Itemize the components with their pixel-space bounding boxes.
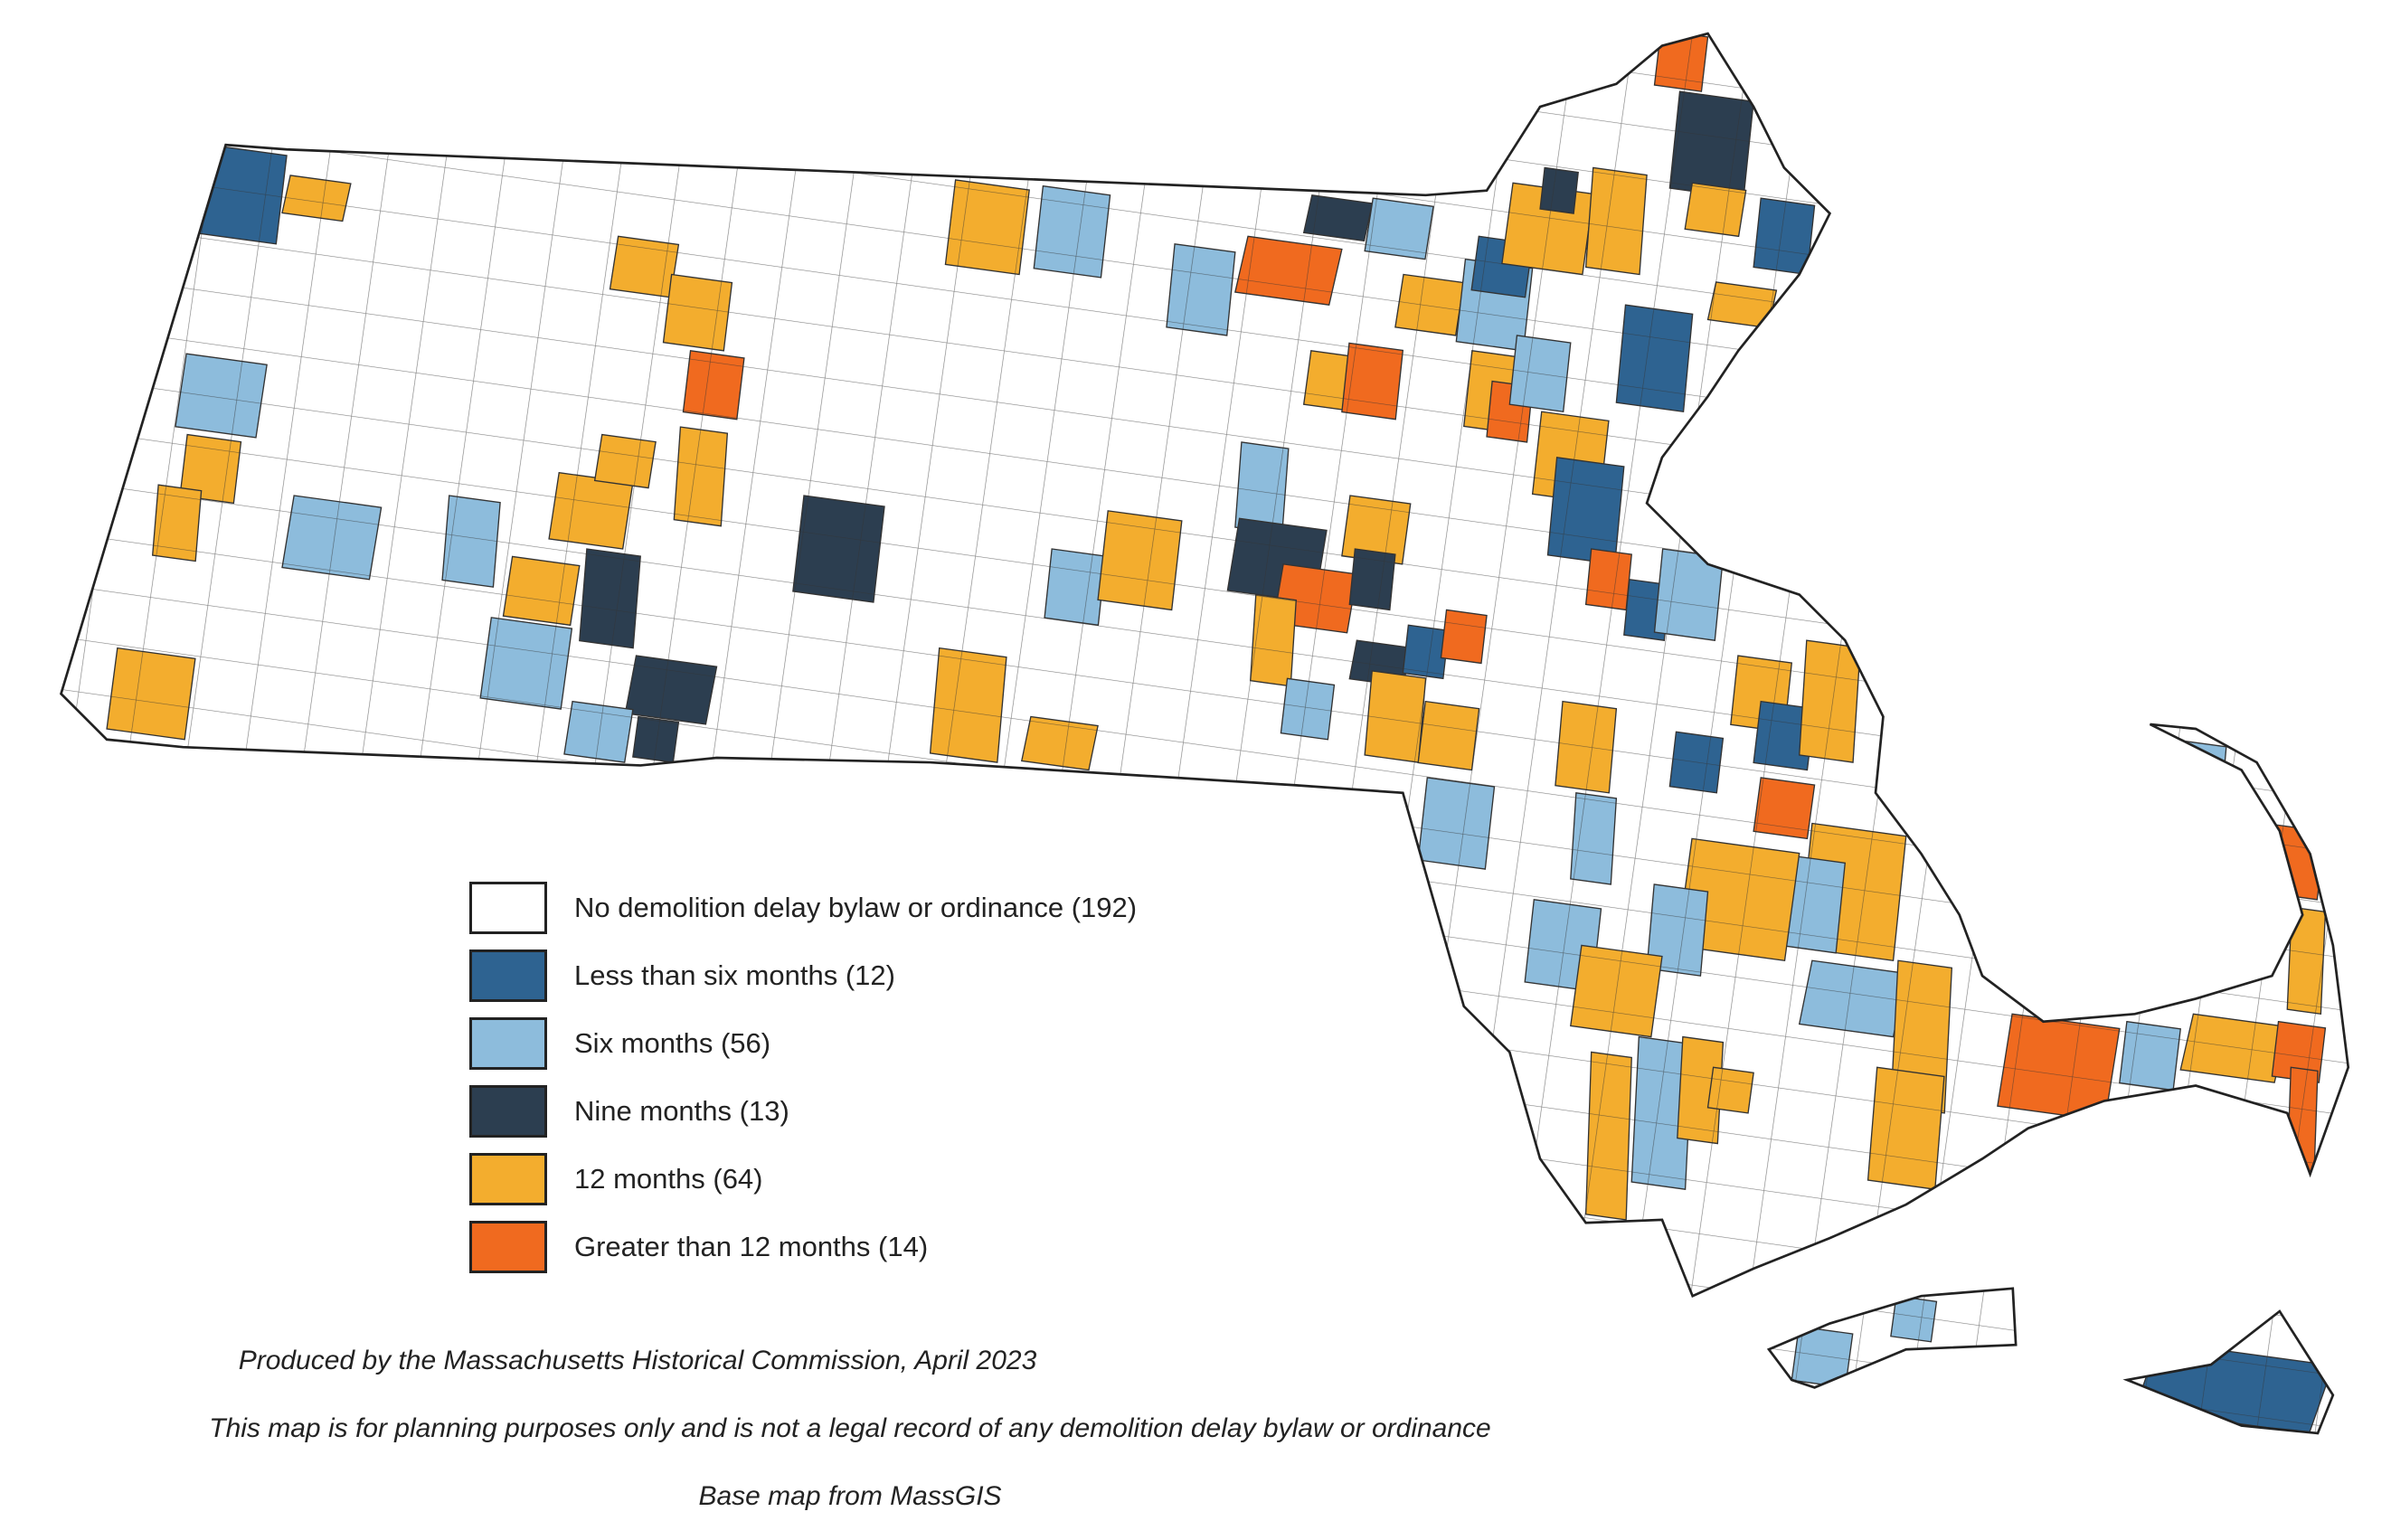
legend-label: Greater than 12 months (14) — [574, 1230, 929, 1262]
legend-item-less-than-six-months: Less than six months (12) — [469, 941, 1137, 1009]
legend-swatch-nine-months — [469, 1084, 547, 1138]
map-legend: No demolition delay bylaw or ordinance (… — [469, 874, 1137, 1280]
legend-swatch-less-than-six-months — [469, 949, 547, 1002]
legend-item-nine-months: Nine months (13) — [469, 1077, 1137, 1145]
legend-item-none: No demolition delay bylaw or ordinance (… — [469, 874, 1137, 941]
legend-swatch-greater-than-12-months — [469, 1220, 547, 1273]
caption-base-map: Base map from MassGIS — [698, 1481, 1002, 1511]
legend-label: 12 months (64) — [574, 1162, 763, 1195]
legend-label: Nine months (13) — [574, 1094, 789, 1127]
state-border — [59, 32, 2350, 1435]
legend-swatch-six-months — [469, 1016, 547, 1070]
caption-produced-by: Produced by the Massachusetts Historical… — [238, 1346, 1037, 1375]
legend-item-greater-than-12-months: Greater than 12 months (14) — [469, 1213, 1137, 1280]
nantucket-border — [2122, 1309, 2335, 1435]
marthas-vineyard-border — [1766, 1287, 2018, 1389]
legend-item-12-months: 12 months (64) — [469, 1145, 1137, 1213]
caption-disclaimer: This map is for planning purposes only a… — [209, 1413, 1491, 1443]
legend-item-six-months: Six months (56) — [469, 1009, 1137, 1077]
legend-swatch-12-months — [469, 1152, 547, 1205]
mainland-border — [59, 32, 2350, 1299]
legend-label: Six months (56) — [574, 1026, 771, 1059]
legend-swatch-none — [469, 881, 547, 934]
legend-label: Less than six months (12) — [574, 959, 895, 991]
legend-label: No demolition delay bylaw or ordinance (… — [574, 891, 1138, 923]
